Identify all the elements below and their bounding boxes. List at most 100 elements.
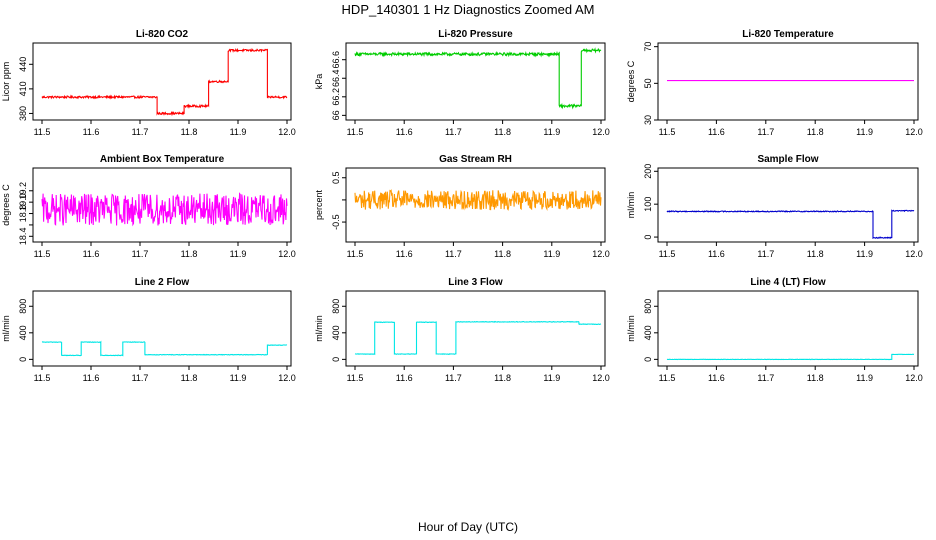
y-tick-label: 19.2 bbox=[18, 182, 28, 200]
y-tick-label: 70 bbox=[643, 42, 653, 52]
x-tick-label: 11.9 bbox=[230, 127, 247, 137]
y-tick-label: 800 bbox=[331, 299, 341, 314]
x-tick-label: 12.0 bbox=[278, 249, 296, 259]
x-tick-label: 11.5 bbox=[659, 249, 676, 259]
plot-frame bbox=[32, 290, 292, 367]
x-tick-label: 11.8 bbox=[494, 127, 511, 137]
x-tick-label: 11.7 bbox=[132, 249, 149, 259]
x-tick-label: 11.6 bbox=[396, 249, 413, 259]
x-tick-label: 11.9 bbox=[856, 373, 873, 383]
x-tick-label: 11.8 bbox=[494, 249, 511, 259]
panel-title: Line 2 Flow bbox=[135, 277, 190, 288]
x-tick-label: 11.8 bbox=[181, 127, 198, 137]
series-line bbox=[354, 189, 602, 212]
panel-title: Line 3 Flow bbox=[448, 277, 503, 288]
series-line bbox=[41, 340, 288, 357]
panel-title: Line 4 (LT) Flow bbox=[750, 277, 826, 288]
y-axis-label: ml/min bbox=[1, 315, 11, 342]
panel-gas-stream-rh: Gas Stream RH percent 11.5 11.6 11.7 11.8 11.9… bbox=[314, 154, 610, 259]
y-axis-label: ml/min bbox=[626, 315, 636, 342]
x-tick-label: 12.0 bbox=[592, 127, 610, 137]
series-line bbox=[41, 192, 288, 227]
y-axis-label: degrees C bbox=[626, 60, 636, 102]
y-tick-label: 66.2 bbox=[331, 88, 341, 106]
plot-frame bbox=[657, 290, 919, 367]
panel-title: Li-820 Pressure bbox=[438, 29, 513, 40]
x-tick-label: 11.7 bbox=[132, 127, 149, 137]
y-tick-label: 19.0 bbox=[18, 193, 28, 211]
x-tick-label: 11.7 bbox=[445, 127, 462, 137]
series-line bbox=[41, 47, 288, 117]
x-tick-label: 12.0 bbox=[278, 127, 296, 137]
series-line bbox=[666, 353, 915, 361]
y-tick-label: 0 bbox=[643, 235, 653, 240]
y-tick-label: 30 bbox=[643, 115, 653, 125]
figure-xlabel: Hour of Day (UTC) bbox=[418, 520, 518, 534]
x-tick-label: 11.6 bbox=[708, 127, 725, 137]
panel-ambient-box-temperature: Ambient Box Temperature degrees C 11.5 11.6… bbox=[1, 154, 296, 259]
y-tick-label: 100 bbox=[643, 197, 653, 212]
series-line bbox=[354, 47, 602, 110]
y-tick-label: 400 bbox=[18, 325, 28, 340]
y-axis-label: percent bbox=[314, 189, 324, 220]
plot-frame bbox=[345, 42, 606, 121]
y-tick-label: 0 bbox=[331, 357, 341, 362]
x-tick-label: 11.7 bbox=[757, 127, 774, 137]
y-axis-label: ml/min bbox=[314, 315, 324, 342]
x-tick-label: 11.6 bbox=[396, 127, 413, 137]
y-tick-label: 410 bbox=[18, 81, 28, 96]
plot-frame bbox=[32, 167, 292, 243]
panel-title: Ambient Box Temperature bbox=[100, 154, 225, 165]
y-tick-label: 440 bbox=[18, 57, 28, 72]
x-tick-label: 11.6 bbox=[708, 373, 725, 383]
panel-line-3-flow: Line 3 Flow ml/min 11.5 11.6 11.7 11.8 11.9 12.… bbox=[314, 277, 610, 383]
x-tick-label: 11.7 bbox=[445, 373, 462, 383]
y-tick-label: 380 bbox=[18, 106, 28, 121]
panel-grid: Li-820 CO2 Licor ppm 11.5 11.6 11.7 11.8 11.9 1… bbox=[1, 29, 923, 383]
panel-sample-flow: Sample Flow ml/min 11.5 11.6 11.7 11.8 11.9 12.… bbox=[626, 154, 923, 259]
panel-title: Li-820 CO2 bbox=[136, 29, 189, 40]
y-tick-label: 800 bbox=[643, 299, 653, 314]
x-tick-label: 12.0 bbox=[905, 373, 923, 383]
y-axis-label: kPa bbox=[314, 74, 324, 90]
y-axis-label: degrees C bbox=[1, 184, 11, 226]
x-tick-label: 11.5 bbox=[347, 127, 364, 137]
panel-li-820-pressure: Li-820 Pressure kPa 11.5 11.6 11.7 11.8 11.9 12… bbox=[314, 29, 610, 137]
x-tick-label: 12.0 bbox=[592, 373, 610, 383]
x-tick-label: 11.7 bbox=[757, 249, 774, 259]
x-tick-label: 11.8 bbox=[807, 127, 824, 137]
x-tick-label: 12.0 bbox=[278, 373, 296, 383]
y-tick-label: 400 bbox=[643, 325, 653, 340]
y-tick-label: 0 bbox=[18, 357, 28, 362]
y-tick-label: 50 bbox=[643, 78, 653, 88]
plot-frame bbox=[32, 42, 292, 121]
y-tick-label: 800 bbox=[18, 299, 28, 314]
x-tick-label: 11.6 bbox=[83, 249, 100, 259]
x-tick-label: 11.5 bbox=[659, 127, 676, 137]
x-tick-label: 11.5 bbox=[34, 127, 51, 137]
panel-title: Li-820 Temperature bbox=[742, 29, 834, 40]
x-tick-label: 11.9 bbox=[543, 127, 560, 137]
x-tick-label: 11.7 bbox=[757, 373, 774, 383]
x-tick-label: 11.8 bbox=[494, 373, 511, 383]
x-tick-label: 11.8 bbox=[807, 373, 824, 383]
y-axis-label: ml/min bbox=[626, 192, 636, 219]
x-tick-label: 11.7 bbox=[445, 249, 462, 259]
panel-line-2-flow: Line 2 Flow ml/min 11.5 11.6 11.7 11.8 11.9 12.… bbox=[1, 277, 296, 383]
x-tick-label: 11.5 bbox=[34, 373, 51, 383]
panel-title: Sample Flow bbox=[757, 154, 818, 165]
y-tick-label: 200 bbox=[643, 164, 653, 179]
figure-title: HDP_140301 1 Hz Diagnostics Zoomed AM bbox=[342, 2, 595, 17]
x-tick-label: 11.9 bbox=[856, 249, 873, 259]
x-tick-label: 11.7 bbox=[132, 373, 149, 383]
plot-frame bbox=[657, 167, 919, 243]
y-tick-label: 0.5 bbox=[331, 171, 341, 184]
panel-line-4-lt-flow: Line 4 (LT) Flow ml/min 11.5 11.6 11.7 11.8 11… bbox=[626, 277, 923, 383]
y-tick-label: 66.6 bbox=[331, 51, 341, 69]
x-tick-label: 11.6 bbox=[396, 373, 413, 383]
x-tick-label: 11.5 bbox=[347, 249, 364, 259]
x-tick-label: 11.5 bbox=[34, 249, 51, 259]
x-tick-label: 11.8 bbox=[807, 249, 824, 259]
x-tick-label: 11.6 bbox=[83, 127, 100, 137]
